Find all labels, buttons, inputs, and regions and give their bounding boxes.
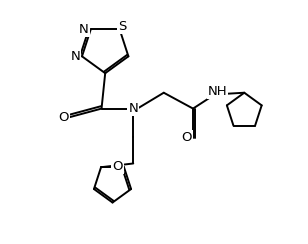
- Text: N: N: [128, 102, 138, 115]
- Text: O: O: [182, 131, 192, 144]
- Text: N: N: [79, 22, 89, 36]
- Text: O: O: [112, 160, 123, 173]
- Text: O: O: [59, 111, 69, 124]
- Text: S: S: [118, 20, 126, 33]
- Text: NH: NH: [208, 85, 227, 98]
- Text: N: N: [70, 50, 80, 63]
